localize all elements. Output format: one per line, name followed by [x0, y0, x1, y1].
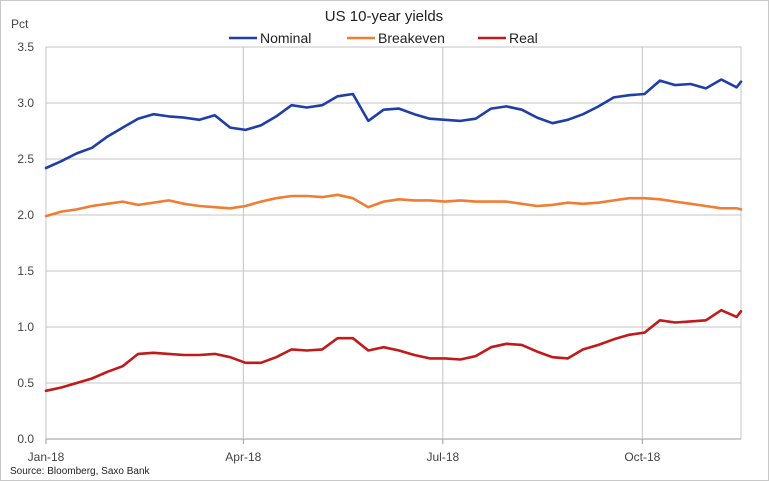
y-tick-label: 0.0 — [17, 432, 34, 446]
x-tick-label: Oct-18 — [624, 450, 660, 464]
y-tick-label: 1.5 — [17, 264, 34, 278]
legend-label-real: Real — [509, 30, 538, 46]
y-tick-label: 2.0 — [17, 208, 34, 222]
x-tick-label: Jan-18 — [28, 450, 65, 464]
series-line-real — [44, 308, 743, 393]
y-tick-label: 2.5 — [17, 152, 34, 166]
series-lines — [44, 78, 743, 393]
y-tick-label: 0.5 — [17, 376, 34, 390]
legend: Nominal Breakeven Real — [229, 30, 538, 46]
x-tick-labels: Jan-18 Apr-18 Jul-18 Oct-18 — [28, 450, 661, 464]
y-tick-label: 3.5 — [17, 40, 34, 54]
y-tick-labels: 0.0 0.5 1.0 1.5 2.0 2.5 3.0 3.5 — [17, 40, 34, 446]
y-axis-label: Pct — [11, 17, 29, 31]
series-line-nominal — [44, 78, 743, 170]
series-line-breakeven — [44, 193, 743, 218]
legend-label-nominal: Nominal — [260, 30, 311, 46]
gridlines — [45, 46, 742, 444]
x-tick-label: Jul-18 — [426, 450, 459, 464]
y-tick-label: 1.0 — [17, 320, 34, 334]
source-note: Source: Bloomberg, Saxo Bank — [10, 466, 151, 477]
y-tick-label: 3.0 — [17, 96, 34, 110]
legend-label-breakeven: Breakeven — [378, 30, 445, 46]
x-tick-label: Apr-18 — [225, 450, 261, 464]
chart-title: US 10-year yields — [325, 8, 443, 25]
